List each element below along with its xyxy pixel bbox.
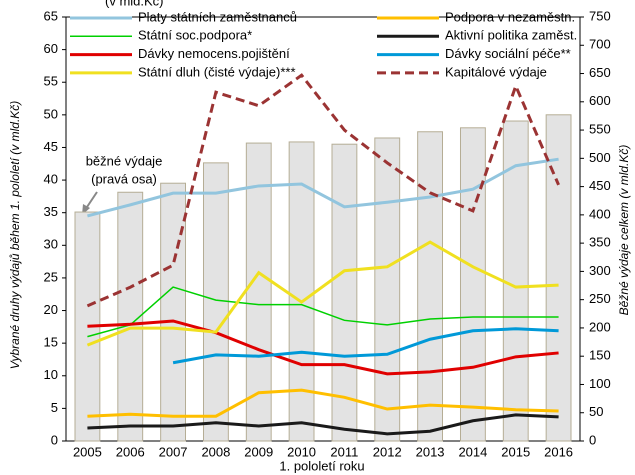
bar	[502, 120, 529, 442]
y2-tick-label: 200	[589, 319, 611, 334]
y2-tick-label: 500	[589, 150, 611, 165]
legend-label: Platy státních zaměstnanců	[138, 9, 297, 24]
x-tick-label: 2011	[330, 444, 358, 459]
y-tick-label: 50	[44, 106, 58, 121]
y2-tick-label: 700	[589, 37, 611, 52]
y-tick-label: 45	[44, 139, 58, 154]
y-tick-label: 60	[44, 41, 58, 56]
series-line	[172, 327, 559, 365]
y-tick-label: 30	[44, 237, 58, 252]
y2-tick-label: 300	[589, 263, 611, 278]
annotation: (pravá osa)	[91, 171, 157, 186]
x-tick-label: 2005	[73, 444, 102, 459]
legend-label: Kapitálové výdaje	[445, 64, 547, 79]
x-tick-label: 2009	[244, 444, 273, 459]
bar	[545, 114, 572, 442]
y2-tick-label: 50	[589, 404, 603, 419]
y-tick-label: 35	[44, 204, 58, 219]
x-tick-label: 2013	[416, 444, 445, 459]
y-tick-label: 25	[44, 269, 58, 284]
legend-label: Dávky sociální péče**	[445, 46, 571, 61]
y-tick-label: 5	[51, 400, 58, 415]
y2-tick-label: 350	[589, 235, 611, 250]
y2-tick-label: 400	[589, 206, 611, 221]
series-line	[87, 388, 559, 418]
x-tick-label: 2007	[159, 444, 188, 459]
legend-label: Státní dluh (čisté výdaje)***	[138, 64, 296, 79]
y-tick-label: 20	[44, 302, 58, 317]
y-tick-label: 40	[44, 172, 58, 187]
y-tick-label: 10	[44, 367, 58, 382]
y-tick-label: 15	[44, 335, 58, 350]
y-tick-label: 0	[51, 432, 58, 447]
y-axis-label: Vybrané druhy výdajů během 1. pololetí (…	[8, 101, 22, 370]
x-axis-label: 1. pololetí roku	[279, 458, 364, 473]
y2-tick-label: 150	[589, 348, 611, 363]
y2-tick-label: 550	[589, 122, 611, 137]
bar	[288, 141, 315, 442]
y2-tick-label: 0	[589, 432, 596, 447]
x-tick-label: 2008	[201, 444, 230, 459]
y2-tick-label: 100	[589, 376, 611, 391]
annotation: běžné výdaje	[86, 153, 163, 168]
y2-axis-label: Běžné výdaje celkem (v mld.Kč)	[617, 145, 631, 316]
x-tick-label: 2006	[116, 444, 145, 459]
legend-label: Dávky nemocens.pojištění	[138, 46, 290, 61]
series-line	[87, 413, 559, 436]
x-tick-label: 2010	[287, 444, 316, 459]
chart-title: (v mld.Kč)	[105, 0, 164, 8]
series-line	[87, 319, 559, 376]
series-line	[87, 286, 559, 338]
y2-tick-label: 750	[589, 8, 611, 23]
x-tick-label: 2015	[501, 444, 530, 459]
y2-tick-label: 250	[589, 291, 611, 306]
bar	[202, 162, 229, 442]
legend-label: Aktivní politika zaměst.	[445, 28, 577, 43]
bar	[459, 127, 486, 442]
x-tick-label: 2012	[373, 444, 402, 459]
y2-tick-label: 450	[589, 178, 611, 193]
x-tick-label: 2016	[544, 444, 573, 459]
bar	[417, 131, 444, 442]
y-tick-label: 55	[44, 74, 58, 89]
x-tick-label: 2014	[458, 444, 487, 459]
bar	[160, 182, 187, 442]
y-tick-label: 65	[44, 8, 58, 23]
bar	[331, 143, 358, 442]
series-line	[86, 73, 560, 308]
plot-frame	[65, 16, 581, 442]
y2-tick-label: 600	[589, 93, 611, 108]
legend-label: Podpora v nezaměstn.	[445, 9, 575, 24]
series-line	[87, 157, 559, 218]
y2-tick-label: 650	[589, 65, 611, 80]
series-line	[86, 240, 559, 347]
bar	[374, 137, 401, 442]
legend-label: Státní soc.podpora*	[138, 28, 252, 43]
